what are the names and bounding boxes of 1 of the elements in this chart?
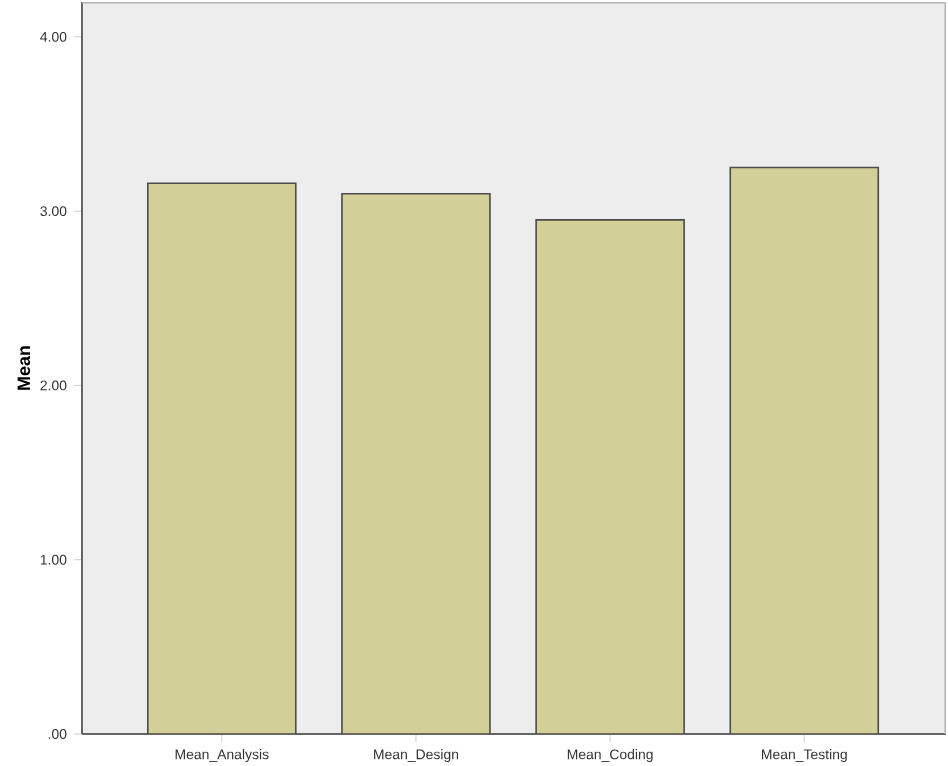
y-axis-title: Mean	[17, 346, 31, 390]
